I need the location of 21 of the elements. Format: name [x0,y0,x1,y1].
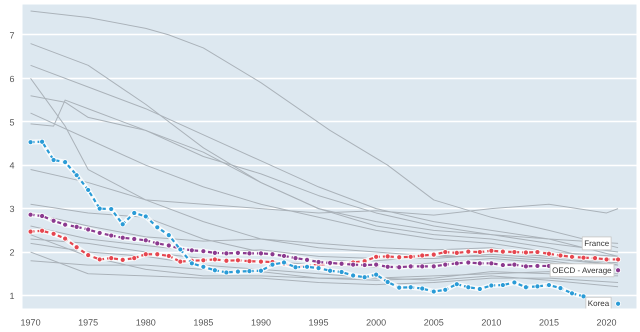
y-tick-label: 3 [9,204,15,214]
x-tick-label: 2015 [538,318,559,328]
x-tick-label: 2010 [481,318,502,328]
x-tick-label: 1985 [193,318,214,328]
y-tick-label: 4 [9,160,15,171]
series-label: Korea [588,299,610,308]
x-tick-label: 1975 [78,318,98,328]
y-tick-label: 5 [9,117,15,128]
x-tick-label: 1980 [136,318,156,328]
x-tick-label: 1995 [308,318,329,328]
y-tick-label: 7 [9,30,15,40]
x-tick-label: 2020 [596,318,617,328]
y-tick-label: 1 [9,290,15,301]
y-tick-label: 6 [9,74,15,84]
x-tick-label: 1970 [20,318,41,328]
x-tick-label: 2000 [366,318,386,328]
x-tick-label: 2005 [424,318,444,328]
series-label: France [584,238,610,248]
y-tick-label: 2 [9,248,15,258]
x-tick-label: 1990 [250,318,271,328]
series-label: OECD - Average [552,266,612,275]
